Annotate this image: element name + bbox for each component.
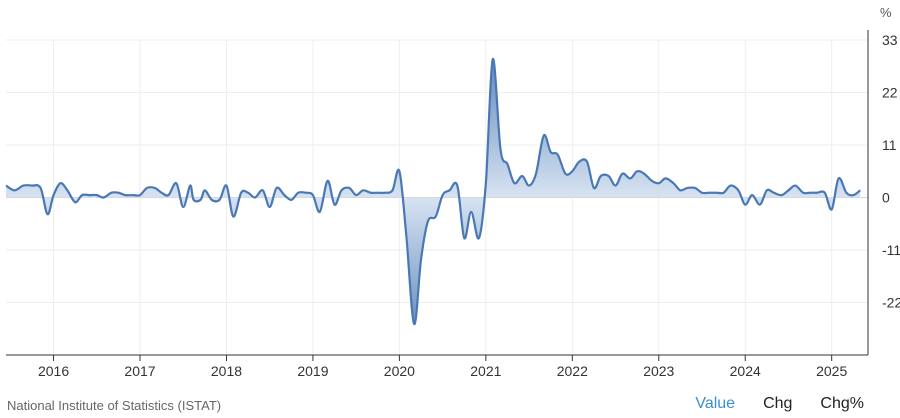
- chart-footer: National Institute of Statistics (ISTAT)…: [0, 394, 900, 418]
- x-tick-label: 2016: [38, 363, 69, 379]
- tab-chg[interactable]: Chg: [763, 395, 793, 412]
- tick-labels: 33 22 11 0 -11 -22 2016 2017 2018 2019 2020 2021 202…: [38, 32, 900, 379]
- unit-label: %: [880, 5, 892, 20]
- x-tick-label: 2021: [470, 363, 501, 379]
- y-tick-label: -11: [882, 242, 900, 258]
- y-tick-label: 0: [882, 190, 890, 206]
- x-tick-label: 2020: [384, 363, 415, 379]
- y-tick-label: 22: [882, 85, 898, 101]
- y-tick-label: -22: [882, 295, 900, 311]
- x-tick-label: 2023: [643, 363, 674, 379]
- axes: [6, 30, 869, 361]
- x-tick-label: 2019: [297, 363, 328, 379]
- y-tick-label: 11: [882, 137, 897, 153]
- source-label: National Institute of Statistics (ISTAT): [7, 398, 222, 413]
- tab-value[interactable]: Value: [695, 395, 736, 412]
- area-chart: 33 22 11 0 -11 -22 2016 2017 2018 2019 2020 2021 202…: [5, 5, 900, 379]
- x-tick-label: 2024: [730, 363, 761, 379]
- view-tabs: Value Chg Chg%: [667, 395, 864, 413]
- y-tick-label: 33: [882, 32, 898, 48]
- x-tick-label: 2017: [124, 363, 155, 379]
- series-line: [5, 57, 861, 326]
- area-fill: [6, 58, 861, 325]
- tab-chg-percent[interactable]: Chg%: [820, 395, 864, 412]
- x-tick-label: 2025: [816, 363, 847, 379]
- series-area: [5, 57, 868, 326]
- x-tick-label: 2022: [557, 363, 588, 379]
- x-tick-label: 2018: [211, 363, 242, 379]
